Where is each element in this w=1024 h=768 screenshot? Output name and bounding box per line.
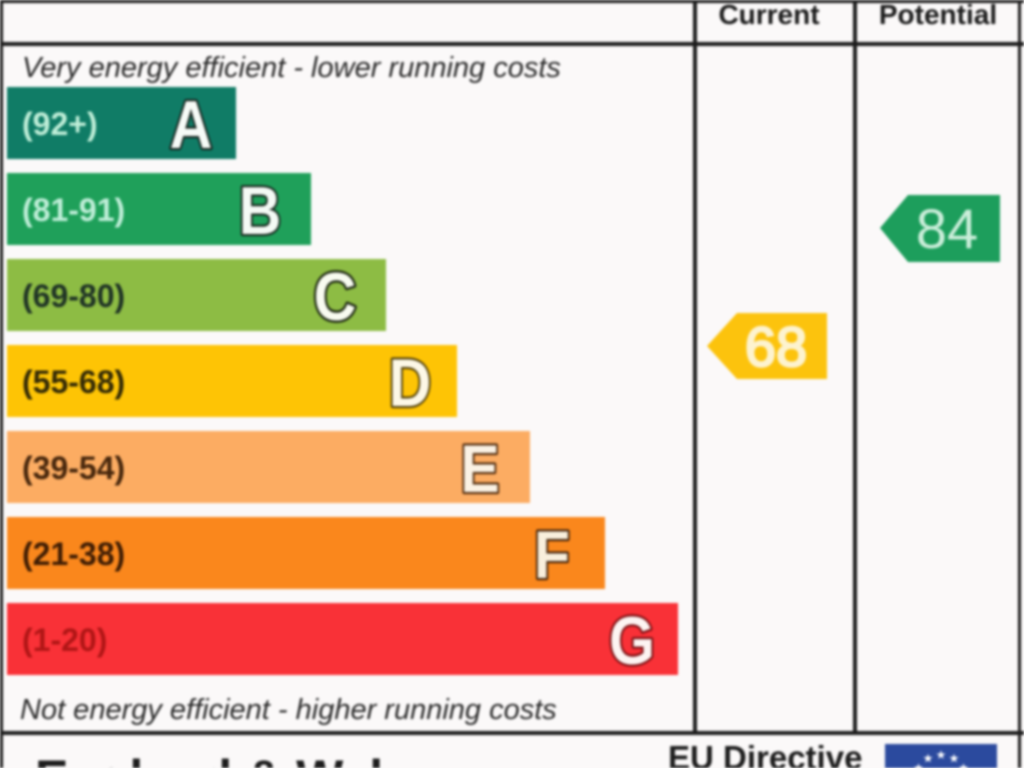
svg-text:E: E — [460, 430, 499, 507]
svg-text:(81-91): (81-91) — [22, 192, 125, 228]
svg-text:(39-54): (39-54) — [22, 450, 125, 486]
svg-text:Current: Current — [718, 0, 819, 30]
svg-text:D: D — [389, 344, 432, 421]
svg-text:Very energy efficient - lower: Very energy efficient - lower running co… — [22, 52, 561, 84]
svg-text:Potential: Potential — [879, 0, 997, 30]
svg-text:EU Directive: EU Directive — [668, 739, 862, 768]
svg-text:B: B — [239, 172, 282, 249]
svg-text:A: A — [170, 86, 213, 163]
svg-text:G: G — [609, 602, 655, 679]
svg-text:68: 68 — [745, 315, 807, 378]
svg-text:(1-20): (1-20) — [22, 622, 107, 658]
svg-text:(92+): (92+) — [22, 106, 98, 142]
svg-text:Not energy efficient - higher: Not energy efficient - higher running co… — [20, 694, 557, 726]
svg-text:84: 84 — [916, 197, 978, 260]
svg-text:(21-38): (21-38) — [22, 536, 125, 572]
svg-text:F: F — [534, 516, 570, 593]
svg-text:(69-80): (69-80) — [22, 278, 125, 314]
svg-text:(55-68): (55-68) — [22, 364, 125, 400]
svg-text:England & Wales: England & Wales — [35, 750, 439, 768]
svg-text:C: C — [314, 258, 357, 335]
